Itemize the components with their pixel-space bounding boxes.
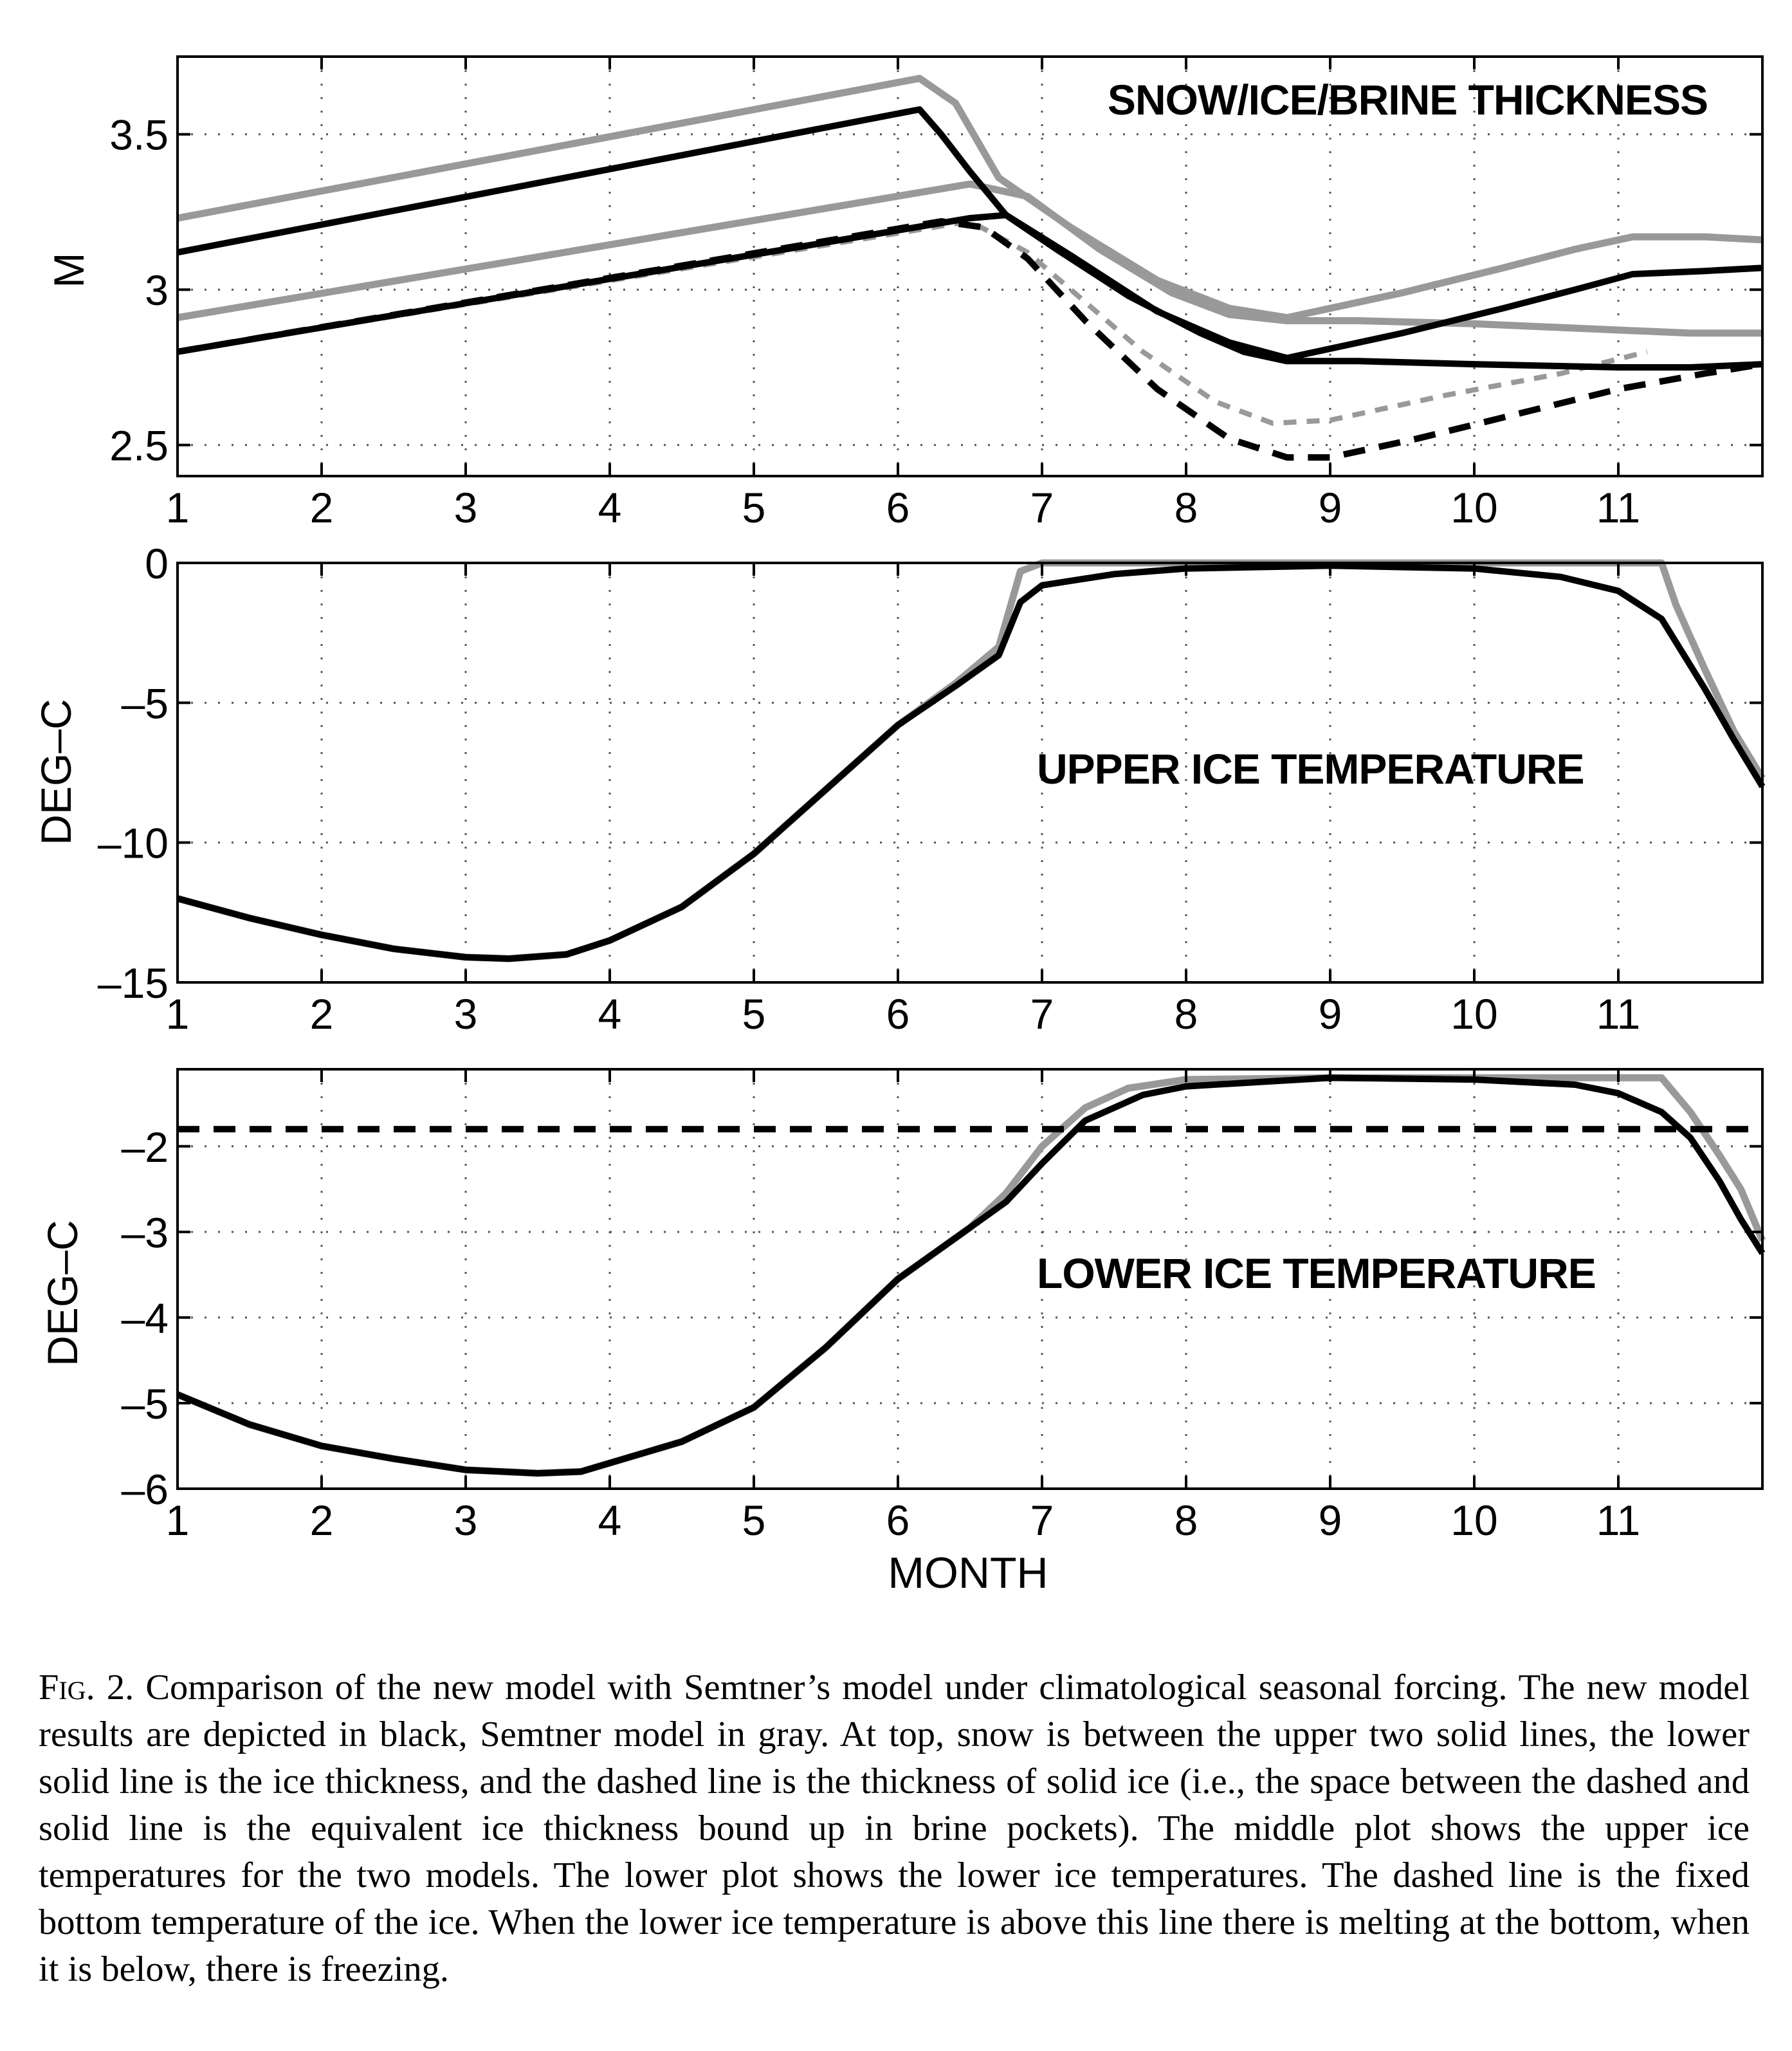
lower-temp-xtick-label: 4 — [598, 1496, 622, 1544]
upper-temp-xtick-label: 9 — [1319, 990, 1342, 1038]
thickness-xtick-label: 5 — [742, 484, 766, 531]
lower-temp-title: LOWER ICE TEMPERATURE — [1037, 1249, 1596, 1297]
thickness-new-dashed-line — [177, 218, 1763, 461]
upper-temp-xtick-label: 8 — [1175, 990, 1198, 1038]
lower-temp-xtick-label: 2 — [310, 1496, 334, 1544]
upper-temp-ytick-label: –15 — [98, 959, 169, 1007]
lower-temp-ticks: 1 2 3 4 5 6 7 8 9 10 11 –6 –5 –4 –3 –2 — [122, 1069, 1762, 1544]
figure-canvas: 1 2 3 4 5 6 7 8 9 10 112.533.5 SNOW/ICE/BRINE THIC… — [32, 55, 1766, 1597]
upper-temp-xtick-label: 1 — [166, 990, 190, 1038]
panel-upper-temperature: 1 2 3 4 5 6 7 8 9 10 11 –15 –10 –5 0 UPPER ICE TEMPERA… — [32, 540, 1766, 1038]
caption-text: Comparison of the new model with Semtner… — [39, 1667, 1750, 1989]
thickness-series — [176, 75, 1763, 461]
thickness-ytick-label: 2.5 — [109, 422, 169, 470]
lower-temp-ytick-label: –5 — [122, 1380, 169, 1428]
lower-temp-xtick-label: 8 — [1175, 1496, 1198, 1544]
upper-temp-ytick-label: 0 — [145, 540, 169, 587]
upper-temp-xtick-label: 3 — [454, 990, 478, 1038]
upper-temp-xtick-label: 7 — [1030, 990, 1054, 1038]
thickness-xtick-label: 8 — [1175, 484, 1198, 531]
panel-thickness: 1 2 3 4 5 6 7 8 9 10 11 2.5 3 3.5 SNOW/ICE/BRINE THIC… — [45, 55, 1764, 531]
thickness-ytick-label: 3.5 — [109, 111, 169, 159]
thickness-ticks: 1 2 3 4 5 6 7 8 9 10 11 2.5 3 3.5 — [109, 57, 1762, 531]
thickness-ytick-label: 3 — [145, 266, 169, 314]
lower-temp-xtick-label: 5 — [742, 1496, 766, 1544]
thickness-xtick-label: 9 — [1319, 484, 1342, 531]
thickness-xtick-label: 4 — [598, 484, 622, 531]
lower-temp-xtick-label: 1 — [166, 1496, 190, 1544]
figure-label: Fig. 2. — [39, 1667, 134, 1707]
thickness-xtick-label: 7 — [1030, 484, 1054, 531]
thickness-new-line — [177, 212, 1763, 371]
upper-temp-ylabel: DEG–C — [32, 699, 80, 845]
thickness-xtick-label: 1 — [166, 484, 190, 531]
thickness-title: SNOW/ICE/BRINE THICKNESS — [1108, 76, 1708, 124]
upper-temp-title: UPPER ICE TEMPERATURE — [1037, 745, 1584, 793]
lower-temp-ytick-label: –6 — [122, 1466, 169, 1513]
upper-temp-ytick-label: –5 — [122, 679, 169, 727]
lower-temp-xtick-label: 3 — [454, 1496, 478, 1544]
thickness-xtick-label: 10 — [1450, 484, 1497, 531]
thickness-semtner-line — [176, 75, 1763, 322]
upper-temp-ticks: 1 2 3 4 5 6 7 8 9 10 11 –15 –10 –5 0 — [98, 540, 1762, 1038]
thickness-ylabel: M — [45, 253, 93, 288]
thickness-semtner-line — [177, 180, 1762, 337]
lower-temp-ytick-label: –2 — [122, 1123, 169, 1171]
lower-temp-axes-frame — [176, 1068, 1764, 1490]
thickness-xtick-label: 3 — [454, 484, 478, 531]
figure-caption: Fig. 2. Comparison of the new model with… — [39, 1664, 1750, 1993]
thickness-xtick-label: 2 — [310, 484, 334, 531]
upper-temp-axes-frame — [176, 562, 1764, 984]
upper-temp-xtick-label: 5 — [742, 990, 766, 1038]
thickness-axes-frame — [176, 55, 1764, 477]
lower-temp-new-line — [176, 1074, 1766, 1476]
lower-temp-xtick-label: 7 — [1030, 1496, 1054, 1544]
lower-temp-series — [176, 1074, 1766, 1477]
lower-temp-xtick-label: 9 — [1319, 1496, 1342, 1544]
lower-temp-ytick-label: –4 — [122, 1294, 169, 1342]
lower-temp-ylabel: DEG–C — [39, 1220, 86, 1366]
upper-temp-xtick-label: 11 — [1596, 990, 1641, 1038]
panel-lower-temperature: 1 2 3 4 5 6 7 8 9 10 11 –6 –5 –4 –3 –2 LOWER ICE TEMPER… — [39, 1068, 1766, 1597]
upper-temp-xtick-label: 4 — [598, 990, 622, 1038]
lower-temp-ytick-label: –3 — [122, 1209, 169, 1256]
upper-temp-series — [176, 559, 1766, 962]
thickness-xtick-label: 6 — [886, 484, 910, 531]
upper-temp-xtick-label: 6 — [886, 990, 910, 1038]
upper-temp-ytick-label: –10 — [98, 820, 169, 867]
thickness-new-line — [177, 106, 1763, 362]
upper-temp-xtick-label: 10 — [1450, 990, 1497, 1038]
upper-temp-xtick-label: 2 — [310, 990, 334, 1038]
lower-temp-xtick-label: 10 — [1450, 1496, 1497, 1544]
thickness-xtick-label: 11 — [1596, 484, 1641, 531]
month-xlabel: MONTH — [888, 1549, 1048, 1597]
upper-temp-new-line — [176, 562, 1766, 962]
lower-temp-xtick-label: 6 — [886, 1496, 910, 1544]
lower-temp-xtick-label: 11 — [1596, 1496, 1641, 1544]
